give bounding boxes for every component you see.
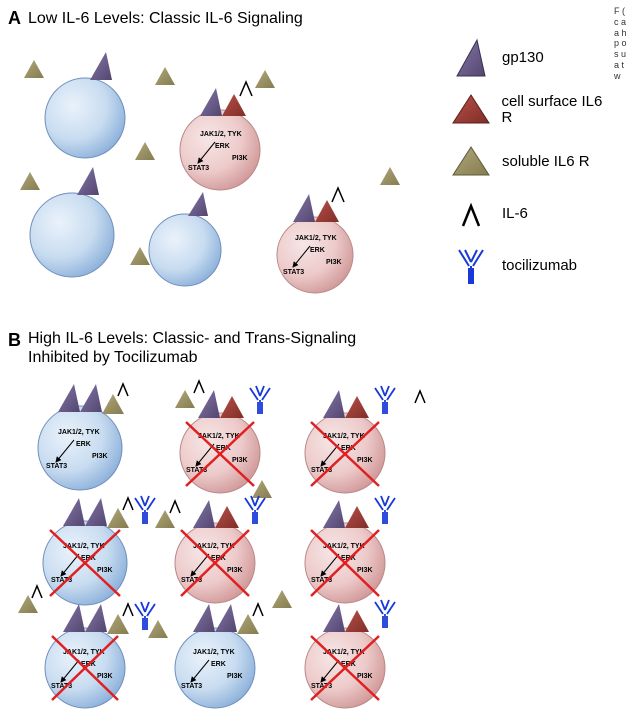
svg-text:PI3K: PI3K bbox=[326, 259, 342, 266]
legend-row-cellsurface: cell surface IL6 R bbox=[446, 88, 616, 132]
svg-text:ERK: ERK bbox=[310, 247, 325, 254]
legend-label-tocilizumab: tocilizumab bbox=[502, 258, 577, 275]
pink-cell-b3: JAK1/2, TYK ERK PI3K STAT3 bbox=[175, 496, 265, 603]
svg-text:PI3K: PI3K bbox=[97, 673, 113, 680]
legend-label-gp130: gp130 bbox=[502, 50, 544, 67]
pathway-stat3: STAT3 bbox=[188, 165, 209, 172]
panel-b-title: High IL-6 Levels: Classic- and Trans-Sig… bbox=[28, 330, 356, 348]
blue-cell-1 bbox=[45, 52, 125, 158]
panel-b-label: B bbox=[8, 330, 21, 351]
panel-a-label: A bbox=[8, 8, 21, 29]
panel-b-subtitle: Inhibited by Tocilizumab bbox=[28, 349, 198, 367]
blue-cell-b4: JAK1/2, TYK ERK PI3K STAT3 bbox=[175, 604, 263, 708]
svg-text:PI3K: PI3K bbox=[232, 457, 248, 464]
pathway-jak: JAK1/2, TYK bbox=[200, 131, 242, 138]
il6-icon bbox=[446, 192, 496, 236]
svg-text:PI3K: PI3K bbox=[227, 673, 243, 680]
svg-text:STAT3: STAT3 bbox=[283, 269, 304, 276]
svg-text:STAT3: STAT3 bbox=[46, 463, 67, 470]
panel-b-diagram: JAK1/2, TYK ERK PI3K STAT3 JAK1/2, TYK E… bbox=[0, 368, 460, 718]
blue-cell-b2: JAK1/2, TYK ERK PI3K STAT3 bbox=[43, 496, 155, 605]
svg-text:PI3K: PI3K bbox=[357, 457, 373, 464]
legend: gp130 cell surface IL6 R soluble IL6 R I… bbox=[446, 36, 616, 296]
legend-label-soluble: soluble IL6 R bbox=[502, 154, 590, 171]
svg-text:PI3K: PI3K bbox=[97, 567, 113, 574]
pink-cell-b1: JAK1/2, TYK ERK PI3K STAT3 bbox=[180, 386, 270, 493]
svg-text:JAK1/2, TYK: JAK1/2, TYK bbox=[58, 429, 100, 436]
svg-text:ERK: ERK bbox=[211, 661, 226, 668]
svg-text:PI3K: PI3K bbox=[227, 567, 243, 574]
pathway-pi3k: PI3K bbox=[232, 155, 248, 162]
svg-text:ERK: ERK bbox=[76, 441, 91, 448]
side-cutoff-text: F ( c a a h p o s u a t w bbox=[614, 6, 628, 206]
legend-row-soluble: soluble IL6 R bbox=[446, 140, 616, 184]
legend-label-cellsurface: cell surface IL6 R bbox=[501, 94, 616, 127]
legend-row-gp130: gp130 bbox=[446, 36, 616, 80]
legend-label-il6: IL-6 bbox=[502, 206, 528, 223]
svg-text:JAK1/2, TYK: JAK1/2, TYK bbox=[295, 235, 337, 242]
pink-cell-b5: JAK1/2, TYK ERK PI3K STAT3 bbox=[305, 600, 395, 708]
svg-text:JAK1/2, TYK: JAK1/2, TYK bbox=[193, 649, 235, 656]
blue-cell-2 bbox=[30, 167, 114, 277]
pink-cell-1: JAK1/2, TYK ERK PI3K STAT3 bbox=[180, 82, 260, 190]
pathway-erk: ERK bbox=[215, 143, 230, 150]
legend-row-il6: IL-6 bbox=[446, 192, 616, 236]
svg-text:STAT3: STAT3 bbox=[181, 683, 202, 690]
legend-row-tocilizumab: tocilizumab bbox=[446, 244, 616, 288]
svg-text:PI3K: PI3K bbox=[357, 673, 373, 680]
blue-cell-b3: JAK1/2, TYK ERK PI3K STAT3 bbox=[45, 602, 155, 708]
pink-cell-2: JAK1/2, TYK ERK PI3K STAT3 bbox=[277, 188, 353, 293]
soluble-il6r-icon bbox=[446, 140, 496, 184]
svg-text:PI3K: PI3K bbox=[357, 567, 373, 574]
blue-cell-b1: JAK1/2, TYK ERK PI3K STAT3 bbox=[38, 384, 128, 490]
tocilizumab-icon bbox=[446, 244, 496, 288]
panel-a-title: Low IL-6 Levels: Classic IL-6 Signaling bbox=[28, 10, 303, 28]
svg-text:PI3K: PI3K bbox=[92, 453, 108, 460]
pink-cell-b4: JAK1/2, TYK ERK PI3K STAT3 bbox=[305, 496, 395, 603]
gp130-icon bbox=[446, 36, 496, 80]
blue-cell-3 bbox=[149, 192, 221, 286]
cell-surface-il6r-icon bbox=[446, 88, 495, 132]
panel-a-diagram: JAK1/2, TYK ERK PI3K STAT3 JAK1/2, TYK E… bbox=[0, 30, 440, 310]
pink-cell-b2: JAK1/2, TYK ERK PI3K STAT3 bbox=[305, 386, 395, 493]
